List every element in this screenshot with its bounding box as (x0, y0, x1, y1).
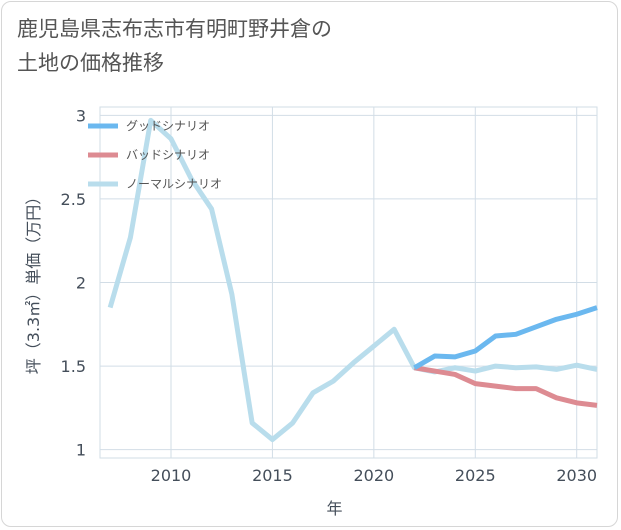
x-tick-label: 2010 (151, 466, 192, 485)
y-tick-label: 3 (76, 106, 86, 125)
x-tick-label: 2030 (556, 466, 597, 485)
legend-label: バッドシナリオ (126, 148, 210, 162)
axes: 2010 2015 2020 2025 2030 1 1.5 2 2.5 3 (61, 106, 598, 485)
series-line-1 (414, 365, 598, 408)
x-axis-title: 年 (326, 499, 342, 518)
y-tick-label: 2 (76, 274, 86, 293)
series-line-2 (107, 117, 598, 443)
legend-item-0[interactable]: グッドシナリオ (88, 119, 210, 133)
series-line-0 (413, 305, 598, 370)
y-tick-label: 2.5 (61, 190, 86, 209)
x-tick-label: 2015 (252, 466, 293, 485)
legend-label: ノーマルシナリオ (126, 177, 222, 191)
chart-title: 鹿児島県志布志市有明町野井倉の 土地の価格推移 (17, 17, 332, 75)
legend-item-1[interactable]: バッドシナリオ (88, 148, 210, 162)
x-tick-label: 2020 (353, 466, 394, 485)
legend-item-2[interactable]: ノーマルシナリオ (88, 177, 222, 191)
y-axis-title: 坪（3.3㎡）単価（万円） (24, 189, 43, 374)
series-layer (107, 117, 598, 443)
y-tick-label: 1.5 (61, 357, 86, 376)
x-tick-label: 2025 (455, 466, 496, 485)
y-tick-label: 1 (76, 441, 86, 460)
legend-label: グッドシナリオ (126, 119, 210, 133)
